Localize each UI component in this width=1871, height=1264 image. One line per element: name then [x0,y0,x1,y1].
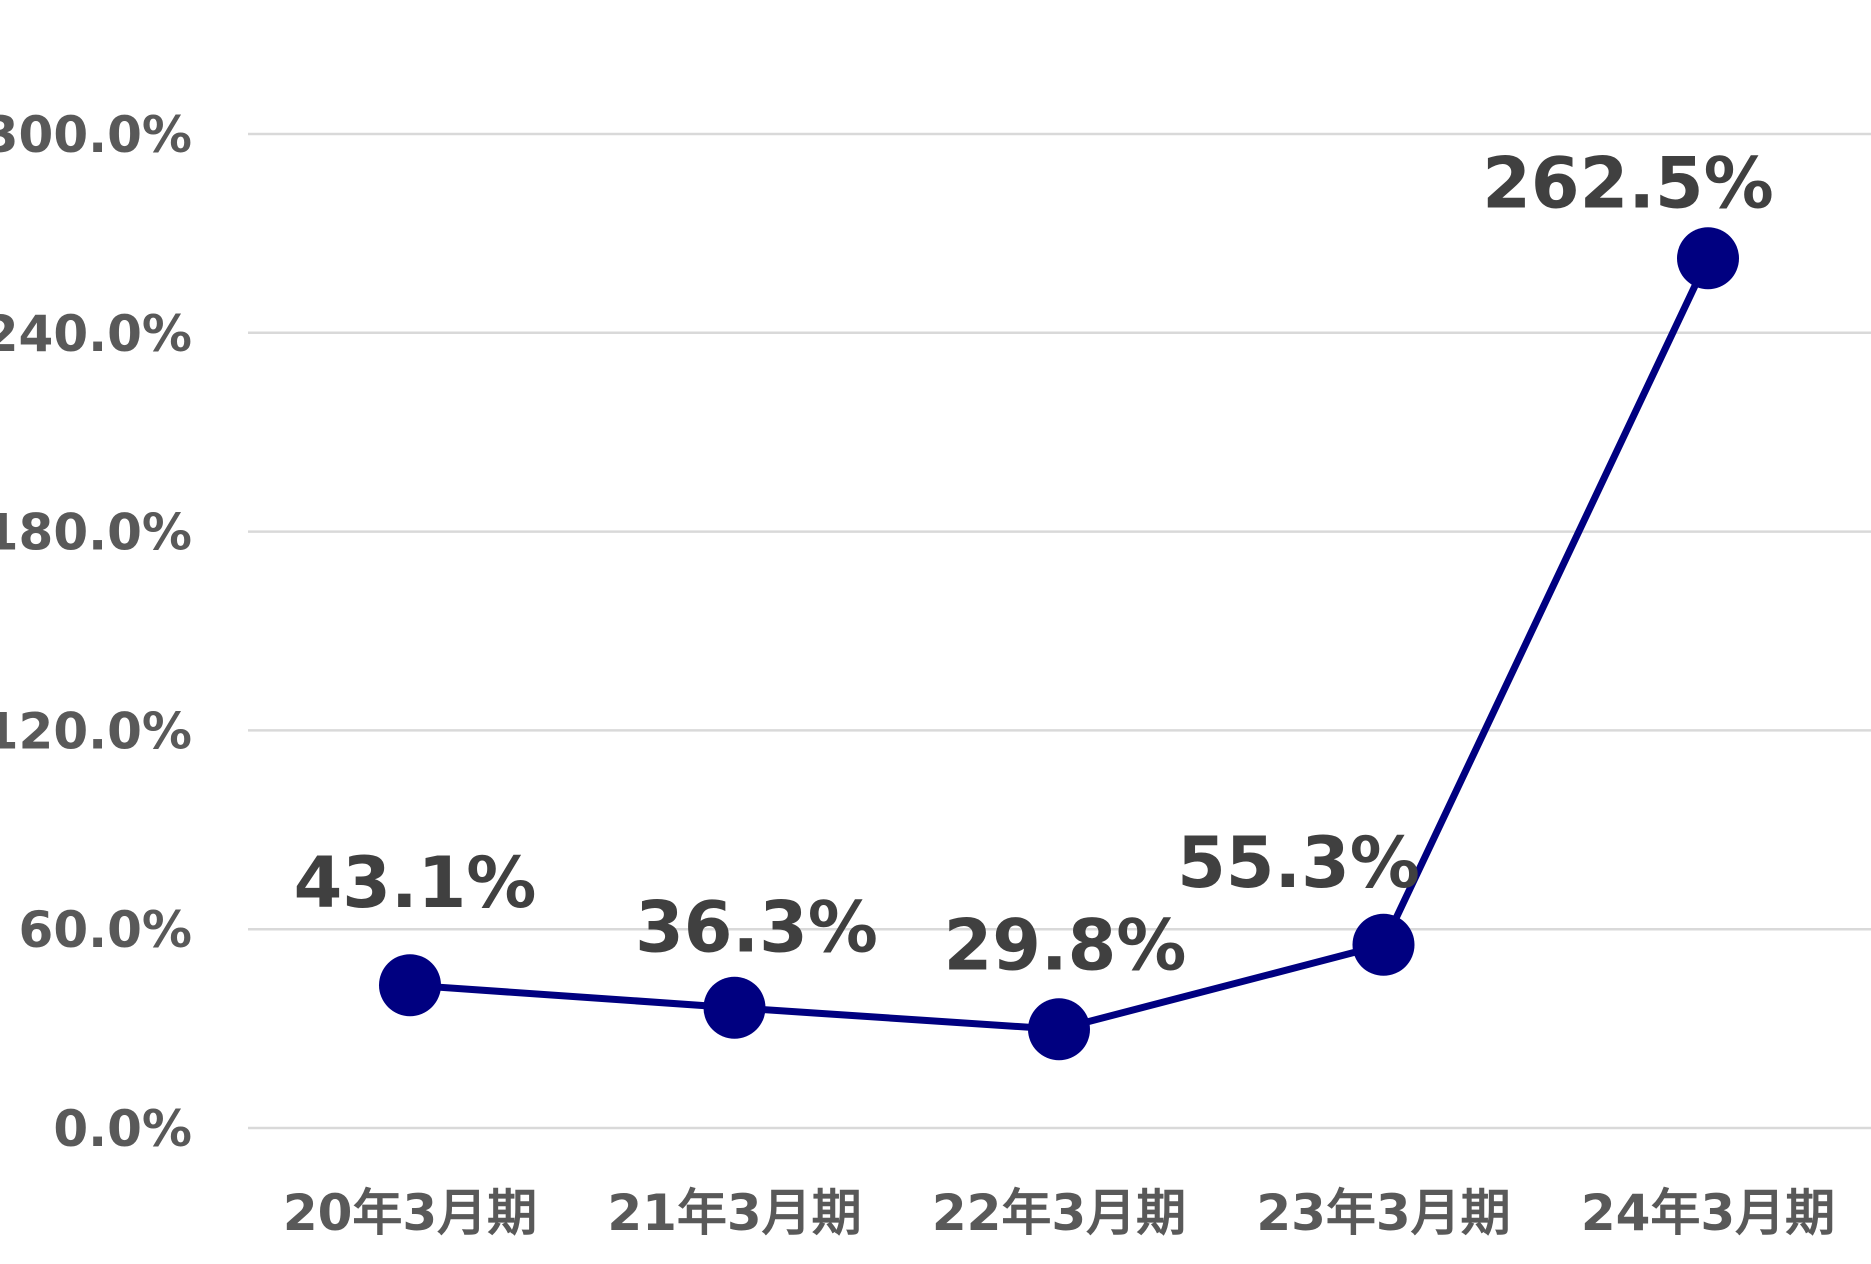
data-point-0 [379,954,441,1017]
x-tick-label-2: 22年3月期 [932,1184,1186,1242]
data-label-1: 36.3% [635,887,878,969]
y-tick-label-4: 240.0% [0,305,192,363]
y-tick-label-0: 0.0% [53,1100,192,1158]
data-labels: 43.1% 36.3% 29.8%55.3% 262.5% [294,142,1774,986]
data-label-0: 43.1% [294,842,537,924]
data-point-1 [703,976,766,1039]
x-tick-label-0: 20年3月期 [283,1184,537,1242]
x-tick-label-3: 23年3月期 [1256,1184,1510,1242]
x-axis-tick-labels: 20年3月期 21年3月期 22年3月期 23年3月期 24年3月期 [283,1184,1835,1242]
data-label-2: 29.8% [944,904,1187,986]
x-tick-label-4: 24年3月期 [1581,1184,1835,1242]
y-tick-label-1: 60.0% [19,901,192,959]
data-point-2 [1028,998,1090,1061]
data-point-3 [1352,913,1415,976]
y-tick-label-2: 120.0% [0,702,192,760]
series-points [379,227,1739,1061]
data-label-4: 262.5% [1482,142,1774,224]
x-tick-label-1: 21年3月期 [607,1184,861,1242]
data-label-3: 55.3% [1177,822,1420,904]
gridlines [248,132,1871,1130]
y-tick-label-5: 300.0% [0,106,192,164]
data-point-4 [1677,227,1739,290]
y-tick-label-3: 180.0% [0,504,192,562]
y-axis-tick-labels: 0.0% 60.0% 120.0% 180.0% 240.0% 300.0% [0,106,192,1158]
